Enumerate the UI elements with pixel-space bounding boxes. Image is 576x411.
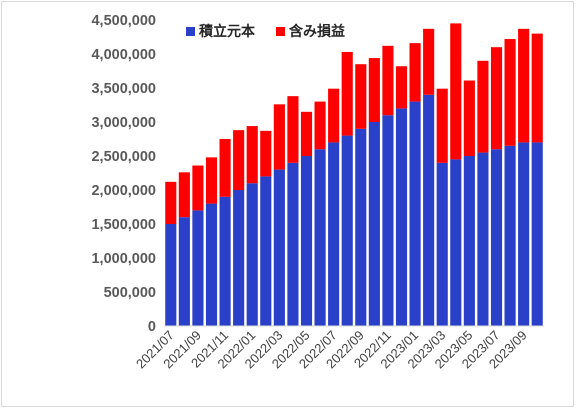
- bar-principal: [436, 162, 448, 326]
- bar-unrealized-pl: [314, 101, 326, 150]
- bar-unrealized-pl: [490, 47, 503, 150]
- bar-unrealized-pl: [192, 165, 204, 211]
- legend: 積立元本 含み損益: [186, 23, 345, 40]
- bar-unrealized-pl: [233, 130, 245, 190]
- bar-unrealized-pl: [463, 80, 475, 156]
- bar-unrealized-pl: [355, 64, 367, 129]
- y-tick-label: 2,000,000: [91, 183, 156, 199]
- bar-unrealized-pl: [409, 43, 421, 102]
- x-axis-tick-labels: 2021/072021/092021/112022/012022/032022/…: [133, 328, 530, 372]
- bar-principal: [450, 159, 462, 326]
- bar-principal: [205, 203, 218, 326]
- y-tick-label: 1,000,000: [91, 251, 156, 267]
- bar-principal: [409, 101, 421, 326]
- bar-principal: [504, 145, 516, 326]
- bar-unrealized-pl: [341, 51, 353, 136]
- bar-principal: [192, 210, 204, 326]
- bar-unrealized-pl: [165, 181, 177, 224]
- bar-unrealized-pl: [477, 60, 489, 153]
- bar-principal: [423, 94, 435, 326]
- bar-principal: [314, 149, 326, 326]
- bar-principal: [355, 128, 367, 326]
- bar-principal: [219, 196, 231, 326]
- bar-principal: [395, 108, 408, 327]
- legend-swatch-unrealized-pl: [276, 27, 285, 36]
- y-tick-label: 3,500,000: [91, 81, 156, 97]
- bar-unrealized-pl: [205, 157, 218, 204]
- bar-unrealized-pl: [246, 126, 258, 184]
- bar-unrealized-pl: [395, 66, 408, 109]
- y-axis-tick-labels: 0 500,000 1,000,000 1,500,000 2,000,000 2,500…: [91, 13, 156, 335]
- bar-unrealized-pl: [450, 23, 462, 160]
- bar-principal: [273, 169, 285, 326]
- y-tick-label: 0: [148, 319, 156, 335]
- bar-principal: [382, 115, 394, 326]
- y-tick-label: 4,000,000: [91, 47, 156, 63]
- bar-principal: [341, 135, 353, 326]
- bar-area: [165, 23, 543, 327]
- y-tick-label: 500,000: [104, 285, 156, 301]
- y-tick-label: 1,500,000: [91, 217, 156, 233]
- legend-label-unrealized-pl: 含み損益: [289, 23, 345, 40]
- bar-principal: [490, 149, 503, 326]
- bar-principal: [260, 176, 272, 326]
- y-tick-label: 4,500,000: [91, 13, 156, 29]
- bar-unrealized-pl: [436, 88, 448, 163]
- bar-principal: [463, 156, 475, 326]
- bar-unrealized-pl: [531, 33, 543, 143]
- bar-unrealized-pl: [178, 172, 190, 218]
- bar-unrealized-pl: [518, 28, 530, 143]
- bar-principal: [287, 162, 299, 326]
- bar-principal: [368, 122, 380, 326]
- bar-principal: [246, 183, 258, 326]
- y-tick-label: 3,000,000: [91, 115, 156, 131]
- bar-principal: [178, 217, 190, 326]
- bar-unrealized-pl: [287, 96, 299, 163]
- bar-principal: [165, 224, 177, 326]
- bar-principal: [518, 142, 530, 326]
- bar-principal: [233, 190, 245, 326]
- bar-principal: [477, 152, 489, 326]
- bar-unrealized-pl: [368, 58, 380, 122]
- bar-principal: [328, 142, 340, 326]
- bar-unrealized-pl: [260, 130, 272, 177]
- bar-principal: [531, 142, 543, 326]
- legend-label-principal: 積立元本: [198, 23, 256, 40]
- bar-unrealized-pl: [273, 104, 285, 170]
- legend-swatch-principal: [186, 27, 195, 36]
- bar-unrealized-pl: [423, 28, 435, 95]
- bar-unrealized-pl: [504, 39, 516, 146]
- bar-unrealized-pl: [328, 88, 340, 143]
- bar-unrealized-pl: [219, 139, 231, 197]
- bar-principal: [300, 156, 313, 326]
- y-tick-label: 2,500,000: [91, 149, 156, 165]
- bar-unrealized-pl: [300, 111, 313, 156]
- bar-unrealized-pl: [382, 45, 394, 116]
